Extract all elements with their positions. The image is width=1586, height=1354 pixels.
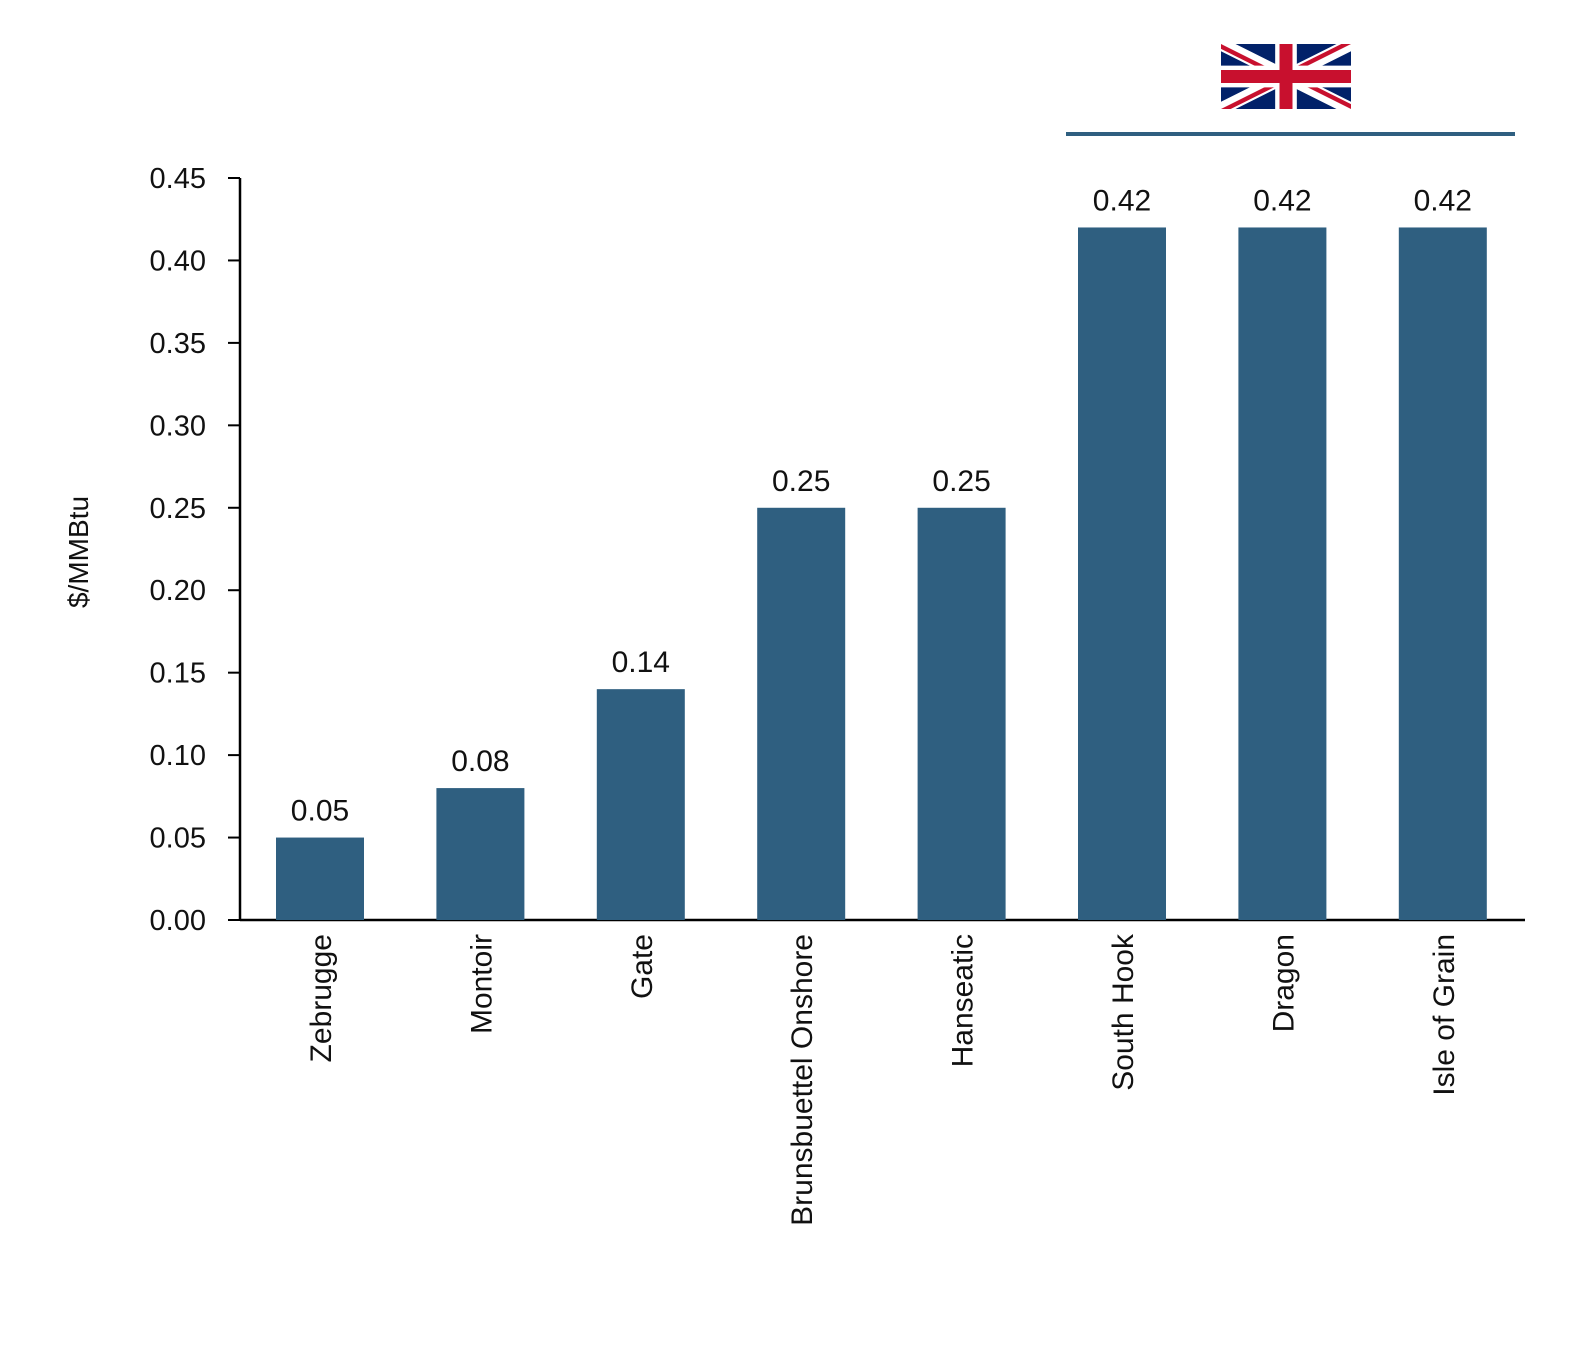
y-axis-ticks: 0.00 0.05 0.10 0.15 0.20 0.25 0.30 0.35 0.40 0.45 <box>150 163 240 937</box>
data-label: 0.05 <box>291 795 349 828</box>
y-tick-label: 0.25 <box>150 493 206 525</box>
y-tick-label: 0.30 <box>150 410 206 442</box>
category-label: Gate <box>626 934 659 999</box>
bar <box>436 788 525 920</box>
bar <box>917 507 1006 920</box>
data-label: 0.42 <box>1414 184 1472 217</box>
bar <box>1398 227 1487 920</box>
y-tick-label: 0.45 <box>150 163 206 195</box>
y-tick-label: 0.00 <box>150 905 206 937</box>
bar <box>1238 227 1327 920</box>
bar <box>276 837 364 920</box>
axes <box>238 178 1525 922</box>
uk-flag-icon <box>1221 44 1351 109</box>
data-label: 0.14 <box>612 646 670 679</box>
category-label: Brunsbuettel Onshore <box>786 934 819 1226</box>
y-tick-label: 0.35 <box>150 328 206 360</box>
data-label: 0.08 <box>451 745 509 778</box>
y-tick-label: 0.40 <box>150 245 206 277</box>
category-label: Montoir <box>465 934 498 1034</box>
data-label: 0.42 <box>1253 184 1311 217</box>
data-label: 0.42 <box>1093 184 1151 217</box>
data-label: 0.25 <box>932 465 990 498</box>
data-label: 0.25 <box>772 465 830 498</box>
y-tick-label: 0.10 <box>150 740 206 772</box>
bars <box>276 227 1487 920</box>
category-label: Hanseatic <box>947 934 980 1067</box>
y-tick-label: 0.20 <box>150 575 206 607</box>
y-tick-label: 0.15 <box>150 658 206 690</box>
category-label: South Hook <box>1107 933 1140 1091</box>
data-labels: 0.05 0.08 0.14 0.25 0.25 0.42 0.42 0.42 <box>291 184 1472 827</box>
bar <box>1078 227 1166 920</box>
bar <box>757 507 846 920</box>
category-labels: Zebrugge Montoir Gate Brunsbuettel Onshore H… <box>305 933 1461 1226</box>
category-label: Zebrugge <box>305 934 338 1062</box>
y-tick-label: 0.05 <box>150 823 206 855</box>
category-label: Dragon <box>1267 934 1300 1032</box>
bar <box>596 689 685 920</box>
y-axis-label: $/MMBtu <box>63 496 94 608</box>
category-label: Isle of Grain <box>1428 934 1461 1096</box>
